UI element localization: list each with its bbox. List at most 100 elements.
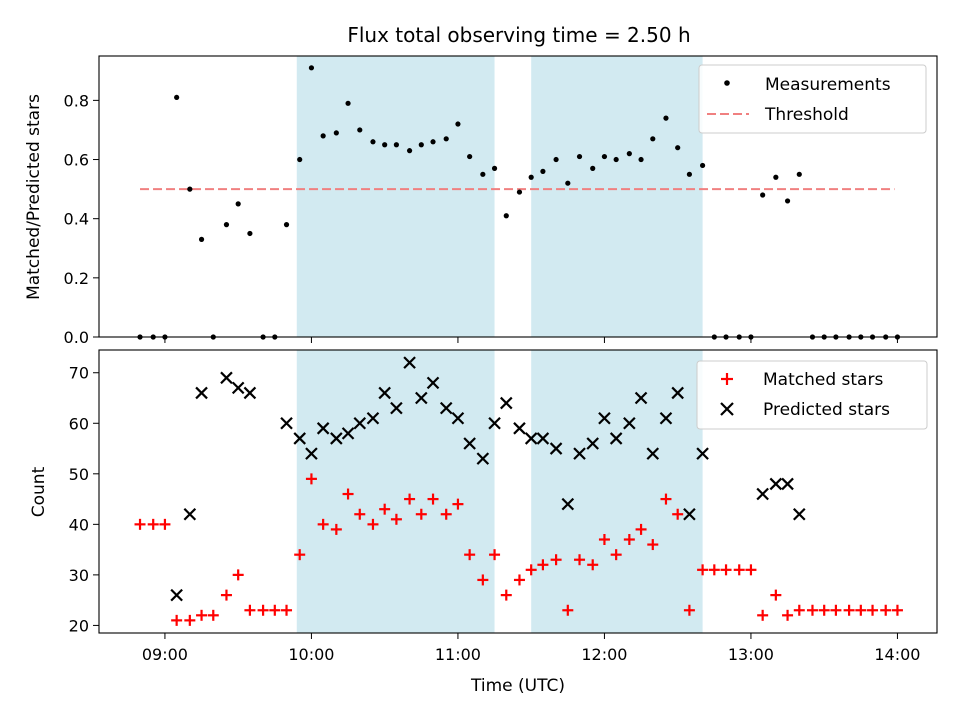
matched-stars-point: [672, 508, 684, 520]
matched-stars-point: [562, 604, 574, 616]
x-tick-label: 13:00: [728, 645, 774, 664]
measurements-point: [235, 201, 241, 207]
matched-stars-point: [390, 513, 402, 525]
top-y-ticks: 0.0 0.2 0.4 0.6 0.8: [64, 91, 99, 347]
matched-stars-point: [867, 604, 879, 616]
matched-stars-point: [745, 564, 757, 576]
bottom-axes-frame: [98, 349, 938, 634]
counts-layer: [134, 356, 903, 626]
matched-stars-point: [294, 549, 306, 561]
y-tick-label: 50: [69, 465, 89, 484]
measurements-point: [565, 180, 571, 186]
matched-stars-point: [477, 574, 489, 586]
matched-stars-point: [354, 508, 366, 520]
bottom-y-axis-label: Count: [29, 466, 49, 517]
matched-stars-point: [843, 604, 855, 616]
matched-stars-point: [623, 534, 635, 546]
measurements-point: [198, 236, 205, 242]
legend-predicted-label: Predicted stars: [763, 400, 890, 420]
matched-stars-point: [782, 609, 794, 621]
measurements-point: [308, 65, 315, 71]
measurements-point: [553, 156, 559, 163]
legend-measurements-label: Measurements: [765, 75, 891, 95]
top-panel: 0.00.20.40.60.8 Matched/Predicted stars …: [24, 55, 938, 347]
matched-stars-point: [464, 549, 476, 561]
matched-stars-point: [537, 559, 549, 571]
measurements-point: [382, 142, 388, 148]
measurements-point: [675, 145, 681, 151]
matched-stars-point: [134, 518, 146, 530]
measurements-point: [174, 94, 180, 101]
matched-stars-point: [720, 564, 732, 576]
matched-stars-point: [404, 493, 416, 505]
x-tick-label: 12:00: [581, 645, 627, 664]
predicted-stars-point: [549, 442, 563, 455]
predicted-stars-point: [243, 386, 257, 400]
top-axes-frame: [98, 55, 938, 338]
y-tick-label: 30: [69, 566, 89, 585]
top-y-axis-label: Matched/Predicted stars: [24, 94, 44, 300]
measurements-point: [357, 127, 363, 133]
predicted-stars-point: [403, 356, 416, 369]
y-tick-label: 0.8: [64, 91, 89, 110]
y-tick-label: 70: [69, 364, 89, 383]
bottom-legend-box: [696, 360, 928, 430]
measurements-point: [650, 136, 656, 142]
measurements-point: [503, 213, 509, 219]
predicted-stars-point: [330, 432, 343, 445]
predicted-stars-point: [220, 371, 233, 385]
matched-stars-point: [697, 564, 709, 576]
y-tick-label: 40: [69, 515, 89, 534]
matched-stars-point: [818, 604, 830, 616]
predicted-stars-point: [463, 437, 476, 450]
measurements-point: [370, 139, 376, 145]
predicted-stars-point: [280, 416, 293, 430]
legend-matched-marker: [721, 373, 733, 385]
predicted-stars-point: [195, 386, 208, 400]
shaded-interval-0: [296, 56, 495, 337]
matched-stars-point: [500, 589, 512, 601]
predicted-stars-point: [231, 381, 245, 395]
top-x-ticks: [164, 337, 898, 343]
measurements-point: [333, 130, 339, 136]
matched-stars-point: [550, 554, 562, 566]
matched-stars-point: [610, 549, 622, 561]
x-tick-label: 14:00: [874, 645, 920, 664]
predicted-stars-point: [561, 497, 575, 511]
measurements-point: [540, 168, 546, 174]
matched-stars-point: [635, 523, 647, 535]
predicted-stars-point: [573, 447, 586, 460]
x-tick-label: 10:00: [288, 645, 334, 664]
matched-stars-point: [598, 534, 610, 546]
predicted-stars-point: [513, 422, 526, 435]
matched-stars-point: [733, 564, 745, 576]
measurements-point: [247, 230, 253, 237]
matched-stars-point: [147, 518, 159, 530]
matched-stars-point: [660, 493, 672, 505]
measurements-point: [638, 156, 644, 163]
predicted-stars-point: [598, 411, 611, 425]
measurements-point: [491, 165, 498, 171]
top-shaded-intervals: [296, 56, 703, 337]
matched-stars-point: [281, 604, 293, 616]
measurements-point: [187, 186, 193, 192]
matched-stars-point: [269, 604, 281, 616]
predicted-stars-point: [366, 411, 380, 425]
matched-stars-point: [367, 518, 379, 530]
predicted-stars-point: [305, 447, 318, 460]
measurements-point: [297, 156, 303, 163]
predicted-stars-point: [756, 487, 769, 501]
measurements-point: [406, 148, 413, 154]
predicted-stars-point: [646, 447, 660, 460]
measurements-point: [418, 142, 424, 148]
measurements-point: [528, 174, 534, 180]
measurements-point: [613, 156, 619, 163]
chart-title: Flux total observing time = 2.50 h: [347, 23, 690, 47]
matched-stars-point: [708, 564, 720, 576]
measurements-point: [393, 142, 400, 148]
matched-stars-point: [452, 498, 464, 510]
predicted-stars-point: [390, 401, 403, 415]
predicted-stars-point: [183, 507, 197, 521]
legend-measurements-marker: [724, 80, 730, 86]
